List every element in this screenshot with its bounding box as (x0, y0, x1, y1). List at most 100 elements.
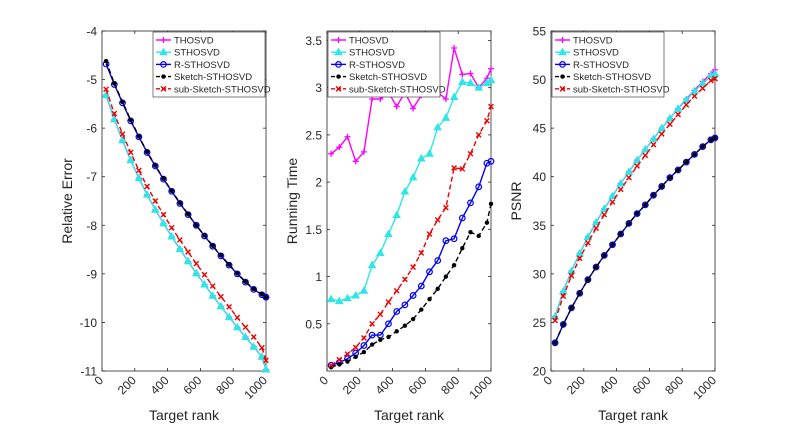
data-point (442, 237, 450, 245)
data-point (484, 117, 490, 124)
data-point (359, 286, 369, 294)
y-tick-label: 30 (533, 267, 547, 281)
data-point (233, 322, 242, 331)
data-point (376, 248, 385, 256)
legend-label: R-STHOSVD (174, 60, 230, 71)
y-tick-label: 55 (533, 25, 547, 39)
subplot-3: 0 200 400 600 800 10002025303540455055Target … (508, 25, 719, 424)
x-tick-label: 200 (564, 373, 588, 397)
data-point (626, 174, 632, 181)
data-point (337, 362, 342, 367)
data-point (674, 166, 682, 174)
data-point (103, 58, 109, 64)
legend-marker (334, 47, 343, 56)
data-point (176, 200, 184, 207)
data-point (242, 278, 249, 286)
data-point (585, 277, 591, 282)
data-point (233, 270, 241, 278)
y-tick-label: -4 (86, 25, 97, 39)
y-tick-label: 2.5 (305, 128, 322, 142)
x-axis-label: Target rank (149, 407, 220, 423)
data-point (336, 356, 343, 363)
y-tick-label: 40 (533, 170, 547, 184)
legend-label: THOSVD (174, 36, 214, 47)
y-axis-label: Running Time (284, 158, 300, 245)
data-point (665, 113, 675, 122)
legend-marker (559, 37, 566, 43)
data-point (659, 184, 664, 189)
data-point (712, 75, 718, 82)
legend: THOSVDSTHOSVDR-STHOSVDSketch-STHOSVDsub-… (551, 31, 670, 98)
data-point (168, 224, 175, 231)
data-point (467, 150, 474, 157)
data-point (551, 339, 559, 347)
data-point (216, 301, 226, 310)
y-tick-label: 45 (533, 122, 547, 136)
data-point (602, 253, 607, 258)
data-point (385, 320, 392, 328)
y-tick-label: 1 (315, 270, 322, 284)
data-point (369, 342, 375, 347)
legend-box (551, 31, 665, 98)
data-point (410, 316, 416, 322)
data-point (112, 81, 117, 86)
legend-marker (159, 47, 168, 56)
data-point (262, 293, 270, 301)
data-point (336, 144, 343, 151)
y-axis-label: PSNR (508, 182, 524, 221)
legend-label: sub-Sketch-STHOSVD (573, 84, 670, 95)
data-point (585, 239, 591, 246)
data-point (183, 256, 193, 265)
data-point (128, 117, 133, 123)
data-point (577, 291, 582, 296)
data-point (352, 158, 359, 165)
data-point (192, 221, 200, 229)
data-point (261, 364, 270, 373)
legend-marker (559, 61, 566, 68)
y-tick-label: -6 (86, 122, 97, 136)
data-point (618, 231, 623, 237)
data-point (700, 144, 705, 149)
x-tick-label: 0 (316, 373, 331, 388)
data-point (708, 77, 714, 84)
series-line-sketch-sthosvd (105, 60, 267, 298)
data-point (675, 111, 681, 118)
data-point (392, 210, 401, 219)
data-point (119, 131, 126, 137)
data-point (177, 200, 183, 206)
data-point (367, 260, 377, 269)
subplot-1: 0 200 400 600 800 1000-11-10-9-8-7-6-5-4Targe… (59, 25, 271, 424)
data-point (593, 264, 599, 270)
data-point (633, 210, 641, 218)
legend-label: STHOSVD (349, 48, 395, 59)
data-point (682, 158, 690, 166)
data-point (435, 286, 440, 292)
data-point (584, 276, 592, 284)
data-point (259, 292, 265, 297)
data-point (626, 221, 632, 226)
data-point (417, 153, 426, 162)
data-point (682, 95, 691, 103)
data-point (409, 292, 417, 299)
data-point (617, 186, 624, 193)
series-line-r-sthosvd (330, 160, 492, 366)
data-point (184, 211, 192, 219)
legend-marker (335, 85, 342, 92)
data-point (408, 172, 418, 181)
data-point (673, 104, 683, 112)
legend-marker (160, 85, 167, 92)
data-point (175, 244, 185, 253)
series-line-sub-sketch-sthosvd (554, 77, 716, 321)
data-point (486, 75, 495, 84)
data-point (393, 308, 401, 315)
data-point (111, 110, 118, 117)
data-point (241, 332, 250, 340)
data-point (476, 233, 481, 239)
data-point (136, 167, 142, 174)
data-point (152, 198, 159, 204)
data-point (259, 344, 265, 351)
data-point (143, 149, 151, 156)
data-point (144, 183, 150, 190)
x-tick-label: 1000 (690, 373, 719, 402)
data-point (360, 148, 367, 155)
